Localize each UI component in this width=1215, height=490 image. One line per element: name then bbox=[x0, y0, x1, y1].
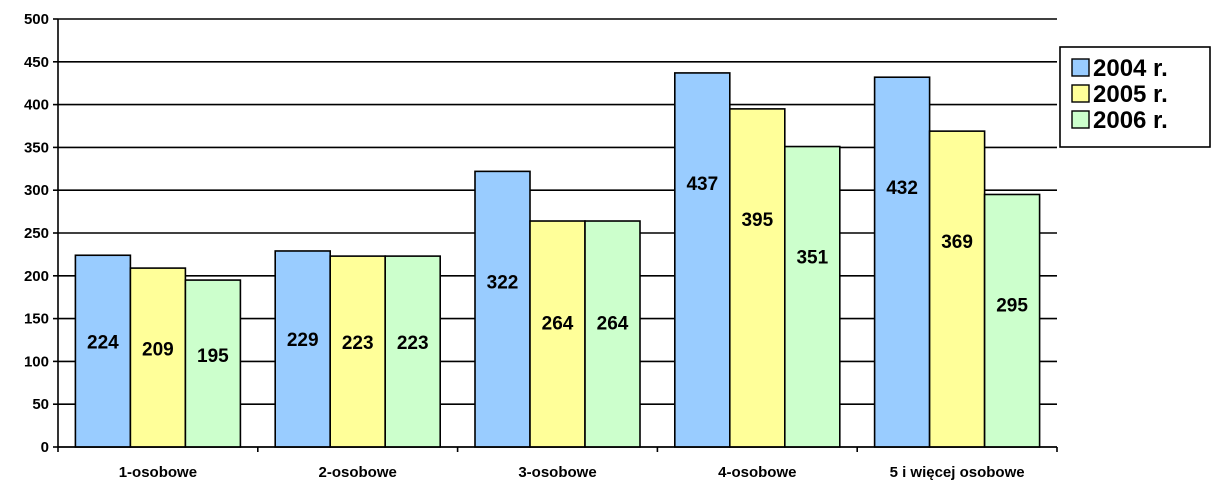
data-label: 437 bbox=[686, 174, 718, 195]
y-tick-label: 200 bbox=[24, 268, 49, 285]
data-label: 224 bbox=[87, 333, 119, 354]
data-label: 264 bbox=[597, 314, 629, 335]
data-label: 432 bbox=[886, 178, 918, 199]
data-label: 322 bbox=[487, 272, 519, 293]
bars bbox=[75, 73, 1039, 447]
data-label: 209 bbox=[142, 340, 174, 361]
x-tick-label: 3-osobowe bbox=[518, 464, 596, 481]
x-tick-label: 4-osobowe bbox=[718, 464, 796, 481]
data-label: 295 bbox=[996, 295, 1028, 316]
data-label: 351 bbox=[796, 248, 828, 269]
legend: 2004 r.2005 r.2006 r. bbox=[1060, 47, 1210, 147]
legend-label: 2004 r. bbox=[1093, 55, 1168, 82]
y-tick-label: 450 bbox=[24, 54, 49, 71]
data-label: 223 bbox=[397, 333, 429, 354]
y-tick-label: 500 bbox=[24, 11, 49, 28]
legend-label: 2005 r. bbox=[1093, 81, 1168, 108]
x-tick-label: 5 i więcej osobowe bbox=[890, 464, 1025, 481]
bar bbox=[930, 131, 985, 447]
y-tick-label: 400 bbox=[24, 97, 49, 114]
bar bbox=[730, 109, 785, 447]
data-label: 195 bbox=[197, 346, 229, 367]
y-tick-label: 150 bbox=[24, 311, 49, 328]
y-axis-ticks: 0 50 100 150 200 250 300 350 400 450 500 bbox=[24, 11, 58, 456]
y-tick-label: 0 bbox=[41, 439, 49, 456]
y-tick-label: 300 bbox=[24, 182, 49, 199]
data-label: 223 bbox=[342, 333, 374, 354]
x-tick-label: 2-osobowe bbox=[319, 464, 397, 481]
data-label: 229 bbox=[287, 330, 319, 351]
y-tick-label: 250 bbox=[24, 225, 49, 242]
data-label: 264 bbox=[542, 314, 574, 335]
bar bbox=[475, 171, 530, 447]
y-tick-label: 50 bbox=[32, 396, 49, 413]
y-tick-label: 350 bbox=[24, 139, 49, 156]
x-tick-label: 1-osobowe bbox=[119, 464, 197, 481]
data-label: 369 bbox=[941, 232, 973, 253]
bar bbox=[985, 194, 1040, 447]
bar bbox=[875, 77, 930, 447]
legend-swatch bbox=[1072, 85, 1089, 102]
data-label: 395 bbox=[741, 210, 773, 231]
bar bbox=[785, 147, 840, 447]
legend-label: 2006 r. bbox=[1093, 107, 1168, 134]
legend-swatch bbox=[1072, 111, 1089, 128]
legend-swatch bbox=[1072, 59, 1089, 76]
bar bbox=[675, 73, 730, 447]
y-tick-label: 100 bbox=[24, 353, 49, 370]
